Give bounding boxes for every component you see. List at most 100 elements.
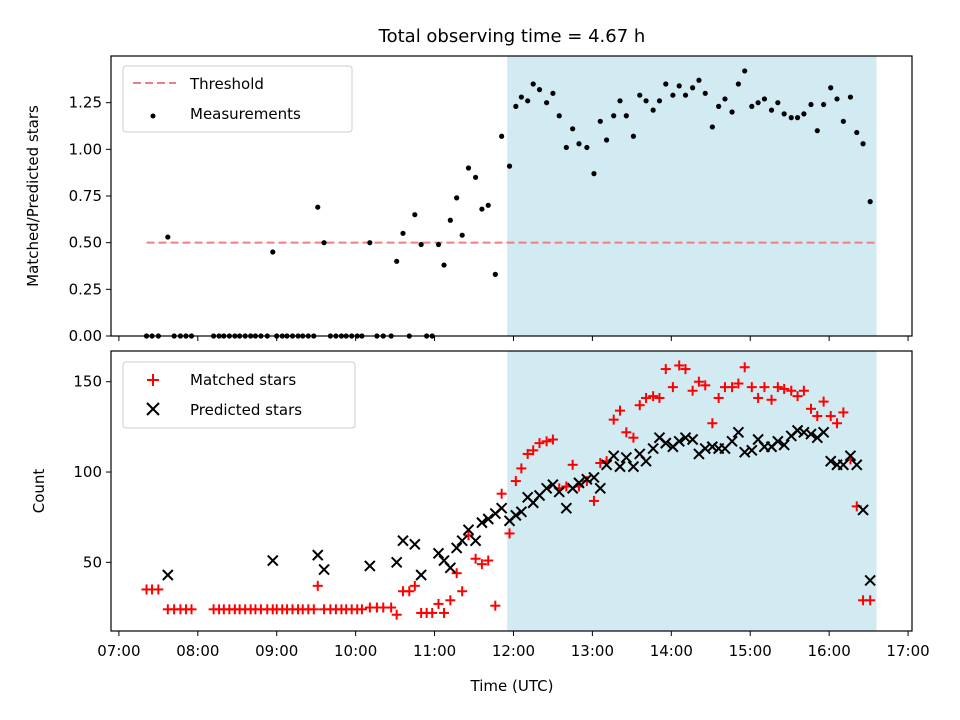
predicted-star-point	[851, 459, 863, 471]
predicted-star-point	[640, 455, 652, 467]
predicted-star-point	[588, 471, 600, 484]
measurement-point	[603, 137, 610, 143]
measurement-point	[840, 118, 846, 124]
bottom-xtick-label: 14:00	[650, 642, 693, 660]
predicted-star-point	[726, 435, 738, 448]
matched-star-point	[439, 607, 450, 618]
measurement-point	[315, 204, 321, 210]
matched-star-point	[404, 586, 415, 597]
measurement-point	[735, 81, 741, 87]
counts-series	[141, 360, 876, 620]
matched-star-point	[707, 418, 718, 429]
measurement-point	[663, 81, 669, 87]
matched-star-point	[700, 380, 711, 391]
predicted-star-point	[450, 542, 463, 554]
bottom-xtick-label: 16:00	[808, 642, 851, 660]
measurement-point	[321, 240, 327, 246]
matched-star-point	[693, 376, 704, 387]
predicted-star-point	[817, 426, 830, 438]
legend-matched-swatch	[147, 374, 159, 386]
measurement-point	[834, 96, 840, 102]
measurement-point	[814, 128, 820, 134]
measurement-point	[775, 100, 781, 106]
matched-star-point	[727, 382, 738, 393]
matched-star-point	[759, 382, 770, 393]
measurement-point	[788, 115, 794, 121]
matched-star-point	[567, 459, 578, 470]
predicted-star-point	[469, 534, 482, 547]
matched-star-point	[772, 382, 783, 393]
matched-star-point	[615, 405, 626, 416]
measurement-point	[676, 83, 682, 89]
predicted-star-point	[857, 504, 869, 516]
matched-star-point	[483, 555, 494, 566]
matched-star-point	[733, 378, 744, 389]
matched-star-point	[798, 385, 809, 396]
legend-measurements-label: Measurements	[190, 105, 301, 123]
predicted-star-point	[409, 538, 421, 550]
matched-star-point	[463, 530, 474, 541]
matched-star-point	[541, 436, 552, 447]
measurement-point	[821, 101, 827, 108]
bottom-y-ticks: 50 100 150	[73, 373, 111, 571]
measurement-point	[761, 96, 768, 102]
matched-star-point	[386, 602, 397, 613]
measurement-point	[742, 68, 748, 74]
observing-span-shade-top	[507, 56, 877, 336]
legend-predicted-label: Predicted stars	[190, 401, 302, 419]
top-plot-frame	[110, 55, 913, 337]
matched-star-point	[779, 383, 790, 394]
measurement-point	[828, 85, 834, 91]
top-y-axis-label: Matched/Predicted stars	[24, 105, 42, 287]
measurement-point	[513, 103, 519, 109]
predicted-star-point	[864, 574, 876, 587]
matched-star-point	[588, 495, 599, 506]
top-legend: Threshold Measurements	[122, 65, 353, 133]
matched-star-point	[427, 607, 438, 618]
predicted-star-point	[673, 435, 685, 448]
predicted-star-point	[444, 562, 457, 574]
measurement-point	[367, 240, 373, 246]
bottom-x-ticks: 07:00 08:00 09:00 10:00 11:00 12:00 13:00 14:00…	[97, 631, 930, 660]
matched-star-point	[153, 584, 164, 595]
bottom-legend: Matched stars Predicted stars	[122, 361, 356, 429]
bottom-xtick-label: 09:00	[255, 642, 298, 660]
predicted-star-point	[515, 506, 528, 518]
bottom-xtick-label: 13:00	[571, 642, 614, 660]
x-axis-label: Time (UTC)	[470, 677, 554, 695]
measurement-point	[611, 113, 617, 119]
measurement-point	[630, 133, 637, 139]
matched-star-point	[739, 362, 750, 373]
matched-star-point	[654, 392, 665, 403]
measurement-point	[441, 262, 447, 268]
matched-star-point	[547, 434, 558, 445]
bottom-xtick-label: 08:00	[176, 642, 219, 660]
predicted-star-point	[312, 549, 324, 561]
measurement-point	[472, 174, 479, 180]
matched-star-point	[865, 595, 876, 606]
measurement-point	[650, 107, 656, 113]
matched-star-point	[621, 427, 632, 438]
measurement-point	[459, 232, 465, 238]
measurement-point	[536, 87, 543, 93]
measurement-point	[867, 199, 873, 205]
matched-star-point	[504, 528, 515, 539]
measurement-point	[544, 100, 550, 106]
bottom-xtick-label: 10:00	[334, 642, 377, 660]
matched-star-point	[660, 364, 671, 375]
matched-star-point	[746, 382, 757, 393]
measurement-point	[518, 94, 524, 100]
bottom-xtick-label: 12:00	[492, 642, 535, 660]
predicted-star-point	[318, 563, 330, 576]
top-panel: Total observing time = 4.67 h 0.000.250.…	[24, 26, 913, 345]
matched-star-point	[433, 598, 444, 609]
measurement-point	[165, 234, 171, 240]
predicted-star-point	[837, 459, 850, 471]
measurement-point	[506, 163, 513, 169]
legend-matched-label: Matched stars	[190, 371, 296, 389]
bottom-plot-frame	[110, 350, 913, 632]
bottom-ytick-label: 100	[73, 463, 102, 481]
predicted-star-point	[594, 482, 606, 494]
top-y-ticks: 0.00 0.25 0.50 0.75 1.00 1.25	[69, 94, 111, 345]
